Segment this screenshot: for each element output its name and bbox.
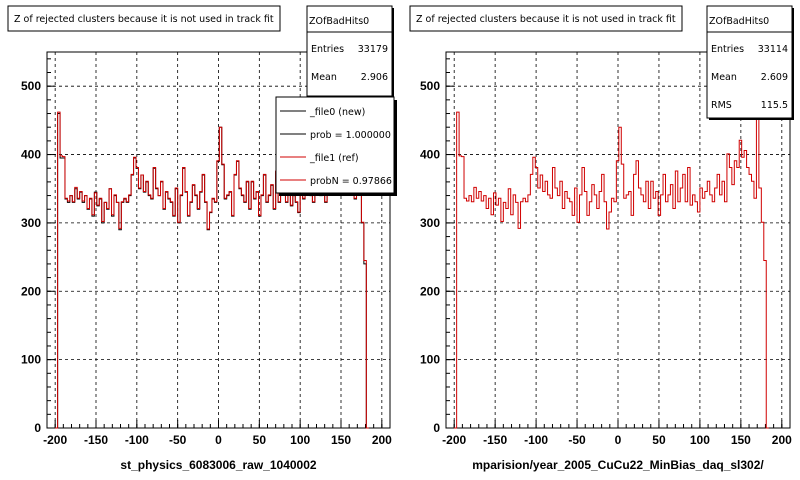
x-tick-label: 0 bbox=[215, 433, 222, 447]
x-tick-label: 150 bbox=[731, 433, 751, 447]
y-tick-label: 100 bbox=[21, 353, 41, 367]
legend-entry: prob = 1.000000 bbox=[310, 130, 391, 141]
x-tick-label: -50 bbox=[169, 433, 187, 447]
stats-label: RMS bbox=[711, 100, 732, 111]
y-tick-label: 100 bbox=[420, 353, 440, 367]
x-tick-label: -100 bbox=[524, 433, 548, 447]
x-tick-label: -150 bbox=[483, 433, 507, 447]
y-tick-label: 0 bbox=[34, 421, 41, 435]
x-tick-label: 0 bbox=[615, 433, 622, 447]
y-tick-label: 400 bbox=[21, 148, 41, 162]
stats-label: Mean bbox=[711, 72, 737, 83]
x-axis-label: mparision/year_2005_CuCu22_MinBias_daq_s… bbox=[472, 458, 764, 472]
stats-label: Mean bbox=[311, 72, 337, 83]
chart-title: Z of rejected clusters because it is not… bbox=[416, 14, 676, 25]
y-tick-label: 500 bbox=[420, 79, 440, 93]
x-tick-label: -100 bbox=[125, 433, 149, 447]
x-tick-label: 150 bbox=[331, 433, 351, 447]
stats-name: ZOfBadHits0 bbox=[309, 16, 369, 27]
stats-label: Entries bbox=[711, 44, 744, 55]
legend-box bbox=[275, 96, 395, 194]
title-box bbox=[409, 5, 683, 32]
histogram-series-0 bbox=[454, 99, 769, 429]
stats-name: ZOfBadHits0 bbox=[709, 16, 769, 27]
legend-entry: _file1 (ref) bbox=[309, 153, 359, 164]
x-axis-label: st_physics_6083006_raw_1040002 bbox=[120, 458, 316, 472]
x-tick-label: -200 bbox=[43, 433, 67, 447]
y-tick-label: 400 bbox=[420, 148, 440, 162]
x-tick-label: 50 bbox=[253, 433, 267, 447]
stats-box bbox=[706, 5, 793, 119]
legend-entry: probN = 0.97866 bbox=[310, 176, 392, 187]
x-tick-label: 100 bbox=[290, 433, 310, 447]
y-tick-label: 200 bbox=[21, 284, 41, 298]
chart-title: Z of rejected clusters because it is not… bbox=[14, 14, 274, 25]
title-box bbox=[7, 5, 281, 32]
legend-entry: _file0 (new) bbox=[309, 107, 365, 118]
y-tick-label: 0 bbox=[433, 421, 440, 435]
y-tick-label: 200 bbox=[420, 284, 440, 298]
x-tick-label: -150 bbox=[84, 433, 108, 447]
stats-label: Entries bbox=[311, 44, 344, 55]
x-tick-label: -50 bbox=[568, 433, 586, 447]
stats-value: 2.609 bbox=[761, 72, 788, 83]
x-tick-label: 200 bbox=[372, 433, 392, 447]
y-tick-label: 300 bbox=[420, 216, 440, 230]
x-tick-label: 50 bbox=[652, 433, 666, 447]
y-tick-label: 500 bbox=[21, 79, 41, 93]
x-tick-label: 100 bbox=[690, 433, 710, 447]
stats-value: 33179 bbox=[358, 44, 388, 55]
stats-box bbox=[306, 5, 393, 97]
x-tick-label: 200 bbox=[772, 433, 792, 447]
y-tick-label: 300 bbox=[21, 216, 41, 230]
x-tick-label: -200 bbox=[442, 433, 466, 447]
stats-value: 115.5 bbox=[761, 100, 788, 111]
stats-value: 33114 bbox=[758, 44, 788, 55]
stats-value: 2.906 bbox=[361, 72, 388, 83]
